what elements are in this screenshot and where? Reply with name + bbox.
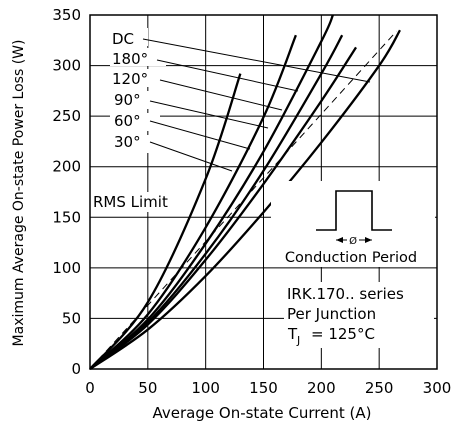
phi-symbol: Ø [349,235,357,247]
device-series: IRK.170.. series [287,285,404,303]
per-junction: Per Junction [287,305,376,323]
junction-temp-t: T [287,325,298,343]
y-tick-label: 0 [71,360,81,378]
leader-90 [149,100,269,129]
rms-limit-label: RMS Limit [93,193,168,211]
x-tick-label: 50 [138,379,157,397]
conduction-period-label: Conduction Period [285,250,417,266]
label-90: 90° [114,91,141,109]
plot-frame [89,14,438,370]
label-30: 30° [114,133,141,151]
label-60: 60° [114,112,141,130]
y-tick-label: 300 [52,57,81,75]
leader-dc [142,38,371,83]
series-line-4 [89,34,297,370]
y-tick-label: 50 [62,309,81,327]
label-dc: DC [112,30,134,48]
device-info: IRK.170.. series Per Junction T J = 125°… [284,282,434,348]
y-tick-label: 200 [52,158,81,176]
leader-60 [149,120,251,150]
series-line-2 [89,34,344,370]
y-axis-label: Maximum Average On-state Power Loss (W) [11,40,27,347]
leader-180 [156,59,299,92]
y-tick-label: 150 [52,208,81,226]
y-tick-label: 100 [52,259,81,277]
leader-30 [149,141,233,172]
series-line-3 [89,14,334,370]
rms-limit-line [89,30,397,370]
x-tick-label: 0 [85,379,95,397]
axis-ticks: 0 50 100 150 200 250 300 0 50 100 150 200 250 300 350 [52,6,451,397]
x-tick-label: 100 [191,379,220,397]
x-tick-label: 200 [307,379,336,397]
label-120: 120° [112,70,148,88]
x-tick-label: 250 [365,379,394,397]
x-tick-label: 150 [249,379,278,397]
waveform-icon [316,190,392,231]
junction-temp-sub: J [296,334,300,347]
label-180: 180° [112,50,148,68]
x-tick-label: 300 [423,379,452,397]
conduction-period-inset: Ø Conduction Period [271,181,435,267]
series-line-0 [89,29,401,370]
series-line-1 [89,46,357,370]
y-tick-label: 250 [52,107,81,125]
junction-temp-value: = 125°C [311,325,375,343]
leader-120 [159,79,283,111]
series-labels: DC 180° 120° 90° 60° 30° [110,28,371,172]
x-axis-label: Average On-state Current (A) [153,404,372,422]
y-tick-label: 350 [52,6,81,24]
